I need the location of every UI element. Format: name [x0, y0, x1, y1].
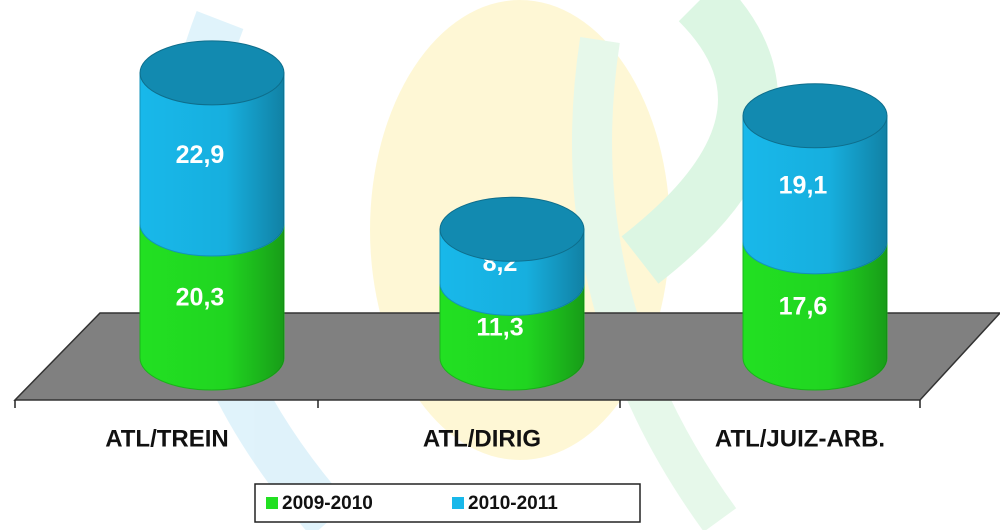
legend-label: 2010-2011: [468, 493, 558, 514]
value-label: 19,1: [779, 171, 828, 199]
cylinder-top: [140, 41, 284, 105]
chart: 20,322,9ATL/TREIN11,38,2ATL/DIRIG17,619,…: [0, 0, 1000, 530]
legend-label: 2009-2010: [282, 493, 373, 514]
value-label: 17,6: [779, 293, 828, 321]
x-tick-label: ATL/JUIZ-ARB.: [715, 425, 885, 452]
legend-swatch: [452, 497, 464, 509]
value-label: 20,3: [176, 284, 225, 312]
x-tick-label: ATL/DIRIG: [423, 425, 541, 452]
cylinder-top: [440, 197, 584, 261]
value-label: 22,9: [176, 141, 225, 169]
cylinder-top: [743, 84, 887, 148]
value-label: 11,3: [476, 313, 523, 341]
legend-swatch: [266, 497, 278, 509]
x-tick-label: ATL/TREIN: [105, 425, 229, 452]
